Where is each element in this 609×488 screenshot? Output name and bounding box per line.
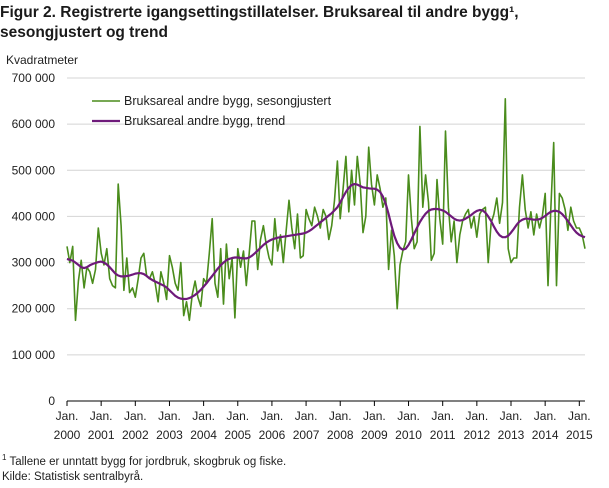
footnote: 1 Tallene er unntatt bygg for jordbruk, … xyxy=(2,453,286,468)
x-tick-month-14: Jan. xyxy=(534,409,557,423)
x-tick-month-1: Jan. xyxy=(90,409,113,423)
x-tick-month-6: Jan. xyxy=(261,409,284,423)
x-tick-year-6: 2006 xyxy=(259,428,286,442)
x-tick-year-3: 2003 xyxy=(156,428,183,442)
y-tick-label-1: 100 000 xyxy=(12,348,56,362)
y-axis-tick-labels: 0 100 000 200 000 300 000 400 000 500 000 600 … xyxy=(12,71,56,408)
legend: Bruksareal andre bygg, sesongjustert Bruk… xyxy=(92,94,332,128)
x-tick-month-5: Jan. xyxy=(226,409,249,423)
x-tick-year-7: 2007 xyxy=(293,428,320,442)
series-lines xyxy=(66,98,586,322)
x-tick-year-14: 2014 xyxy=(532,428,559,442)
y-axis-unit-label: Kvadratmeter xyxy=(6,53,79,67)
x-tick-month-10: Jan. xyxy=(397,409,420,423)
y-tick-label-6: 600 000 xyxy=(12,117,56,131)
x-tick-year-5: 2005 xyxy=(224,428,251,442)
x-tick-month-9: Jan. xyxy=(363,409,386,423)
x-tick-month-12: Jan. xyxy=(466,409,489,423)
x-tick-year-8: 2008 xyxy=(327,428,354,442)
series-line-1 xyxy=(66,183,586,301)
y-tick-label-5: 500 000 xyxy=(12,163,56,177)
y-tick-label-2: 200 000 xyxy=(12,302,56,316)
x-tick-month-4: Jan. xyxy=(192,409,215,423)
x-tick-month-8: Jan. xyxy=(329,409,352,423)
x-tick-year-11: 2011 xyxy=(430,428,456,442)
y-tick-label-3: 300 000 xyxy=(12,256,56,270)
x-tick-month-0: Jan. xyxy=(56,409,79,423)
x-tick-year-0: 2000 xyxy=(54,428,81,442)
x-tick-year-13: 2013 xyxy=(498,428,525,442)
source-note: Kilde: Statistisk sentralbyrå. xyxy=(2,471,144,483)
x-tick-month-11: Jan. xyxy=(431,409,454,423)
x-tick-year-15: 2015 xyxy=(566,428,593,442)
x-tick-year-4: 2004 xyxy=(190,428,217,442)
footnote-text: Tallene er unntatt bygg for jordbruk, sk… xyxy=(9,455,287,468)
x-tick-year-1: 2001 xyxy=(88,428,115,442)
figure-title: Figur 2. Registrerte igangsettingstillat… xyxy=(0,4,519,41)
legend-label-1: Bruksareal andre bygg, trend xyxy=(124,114,285,128)
series-line-0 xyxy=(66,98,586,322)
y-tick-label-7: 700 000 xyxy=(12,71,56,85)
x-tick-year-2: 2002 xyxy=(122,428,149,442)
x-tick-year-12: 2012 xyxy=(463,428,490,442)
footnote-marker: 1 xyxy=(2,453,7,462)
x-tick-year-10: 2010 xyxy=(395,428,422,442)
legend-label-0: Bruksareal andre bygg, sesongjustert xyxy=(124,94,332,108)
x-tick-month-2: Jan. xyxy=(124,409,147,423)
x-tick-year-9: 2009 xyxy=(361,428,388,442)
x-tick-month-7: Jan. xyxy=(295,409,318,423)
x-axis-tick-labels: Jan. 2000 Jan. 2001 Jan. 2002 Jan. 2003 Jan. 2004… xyxy=(54,401,593,442)
y-tick-label-4: 400 000 xyxy=(12,209,56,223)
y-tick-label-0: 0 xyxy=(48,394,55,408)
x-tick-month-13: Jan. xyxy=(500,409,523,423)
x-tick-month-3: Jan. xyxy=(158,409,181,423)
x-tick-month-15: Jan. xyxy=(568,409,591,423)
